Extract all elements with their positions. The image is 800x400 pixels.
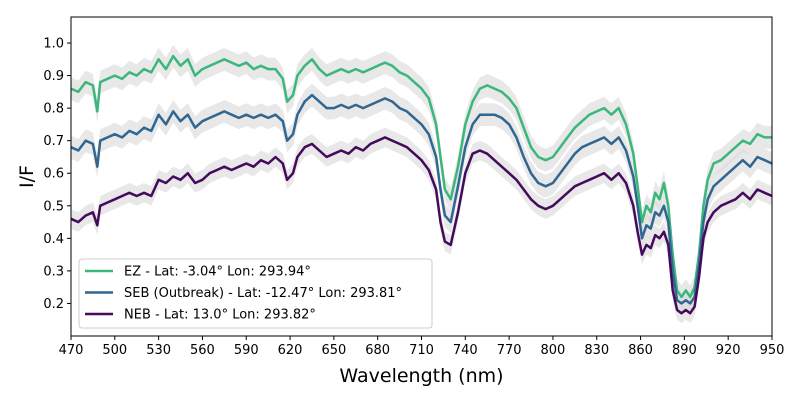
y-tick-label: 0.3 xyxy=(43,264,64,279)
x-tick-label: 680 xyxy=(365,343,390,358)
x-tick-label: 590 xyxy=(234,343,259,358)
x-tick-label: 920 xyxy=(716,343,741,358)
y-tick-label: 0.6 xyxy=(43,167,64,182)
x-tick-label: 620 xyxy=(278,343,303,358)
series-line-0 xyxy=(70,54,772,299)
y-tick-label: 0.5 xyxy=(43,199,64,214)
x-tick-label: 560 xyxy=(190,343,215,358)
y-tick-label: 0.4 xyxy=(43,232,64,247)
x-tick-label: 770 xyxy=(497,343,522,358)
y-tick-label: 0.9 xyxy=(43,69,64,84)
y-tick-label: 0.8 xyxy=(43,102,64,117)
series-lines xyxy=(70,54,773,315)
x-tick-label: 530 xyxy=(146,343,171,358)
legend: EZ - Lat: -3.04° Lon: 293.94° SEB (Outbre… xyxy=(78,258,433,329)
x-tick-label: 650 xyxy=(321,343,346,358)
y-tick-label: 0.7 xyxy=(43,134,64,149)
x-tick-label: 800 xyxy=(541,343,566,358)
series-line-1 xyxy=(70,93,773,305)
x-tick-label: 500 xyxy=(102,343,127,358)
x-axis-ticks: 470 500 530 560 590 620 650 680 710 740 770 800 830 8… xyxy=(59,336,785,358)
x-tick-label: 740 xyxy=(453,343,478,358)
legend-label-2: NEB - Lat: 13.0° Lon: 293.82° xyxy=(124,308,316,323)
legend-box xyxy=(78,258,433,329)
x-tick-label: 950 xyxy=(760,343,785,358)
y-axis-ticks: 0.2 0.3 0.4 0.5 0.6 0.7 0.8 0.9 1.0 xyxy=(43,37,71,312)
x-tick-label: 830 xyxy=(584,343,609,358)
y-tick-label: 1.0 xyxy=(43,37,64,52)
series-line-2 xyxy=(70,136,773,315)
x-tick-label: 890 xyxy=(672,343,697,358)
x-tick-label: 710 xyxy=(409,343,434,358)
legend-label-0: EZ - Lat: -3.04° Lon: 293.94° xyxy=(124,265,311,280)
y-tick-label: 0.2 xyxy=(43,297,64,312)
x-axis-title: Wavelength (nm) xyxy=(339,365,503,387)
y-axis-title: I/F xyxy=(16,165,38,188)
x-tick-label: 860 xyxy=(628,343,653,358)
legend-label-1: SEB (Outbreak) - Lat: -12.47° Lon: 293.8… xyxy=(124,286,402,301)
x-tick-label: 470 xyxy=(59,343,84,358)
